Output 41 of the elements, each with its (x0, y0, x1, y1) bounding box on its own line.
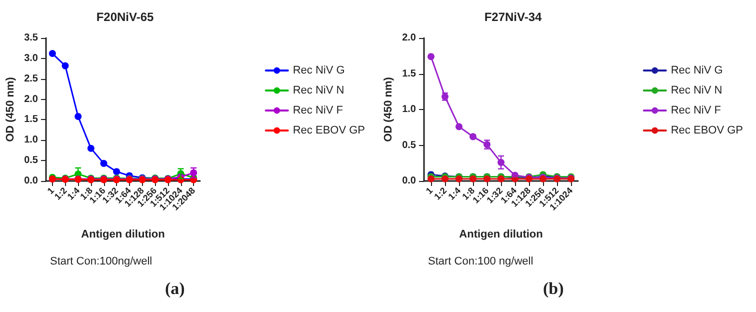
legend-label: Rec NiV N (292, 84, 344, 96)
x-axis-title: Antigen dilution (81, 228, 166, 240)
point (74, 112, 82, 120)
y-tick-label: 3.0 (24, 52, 38, 64)
chart-title: F20NiV-65 (96, 10, 154, 24)
y-tick-label: 1.5 (402, 68, 416, 80)
y-tick-label: 1.0 (24, 134, 38, 146)
point (87, 144, 94, 152)
point (48, 50, 56, 58)
y-tick-label: 2.0 (402, 32, 416, 44)
text: (b) (543, 279, 564, 298)
y-tick-label: 1.0 (402, 104, 416, 115)
legend-label: Rec NiV N (670, 84, 722, 96)
point (100, 160, 108, 167)
point (62, 62, 69, 70)
y-tick-label: 1.5 (24, 114, 38, 126)
legend-label: Rec EBOV GP (292, 124, 366, 136)
chart-title: F27NiV-34 (484, 10, 542, 24)
x-tick-label: 1:4 (446, 185, 463, 202)
y-axis-title: OD (450 nm) (382, 76, 394, 142)
y-tick-label: 2.0 (24, 94, 38, 105)
y-tick-label: 0.5 (402, 140, 416, 151)
x-tick-label: 1 (424, 185, 435, 196)
legend-label: Rec NiV F (670, 104, 722, 116)
y-tick-label: 0.5 (24, 155, 38, 166)
y-axis-title: OD (450 nm) (4, 76, 16, 142)
legend-label: Rec NiV F (292, 104, 344, 116)
y-tick-label: 0.0 (24, 176, 38, 186)
text: (a) (165, 279, 185, 298)
y-tick-label: 2.5 (24, 73, 38, 84)
text: Start Con:100ng/well (50, 256, 152, 268)
y-tick-label: 0.0 (402, 176, 416, 186)
legend-label: Rec NiV G (292, 64, 345, 76)
y-tick-label: 3.5 (24, 32, 38, 44)
legend-label: Rec EBOV GP (670, 124, 744, 136)
point (428, 53, 434, 60)
legend-label: Rec NiV G (670, 64, 723, 76)
x-axis-title: Antigen dilution (459, 228, 544, 240)
text: Start Con:100 ng/well (428, 256, 534, 268)
x-tick-label: 1:2 (432, 185, 449, 202)
point (113, 168, 120, 176)
